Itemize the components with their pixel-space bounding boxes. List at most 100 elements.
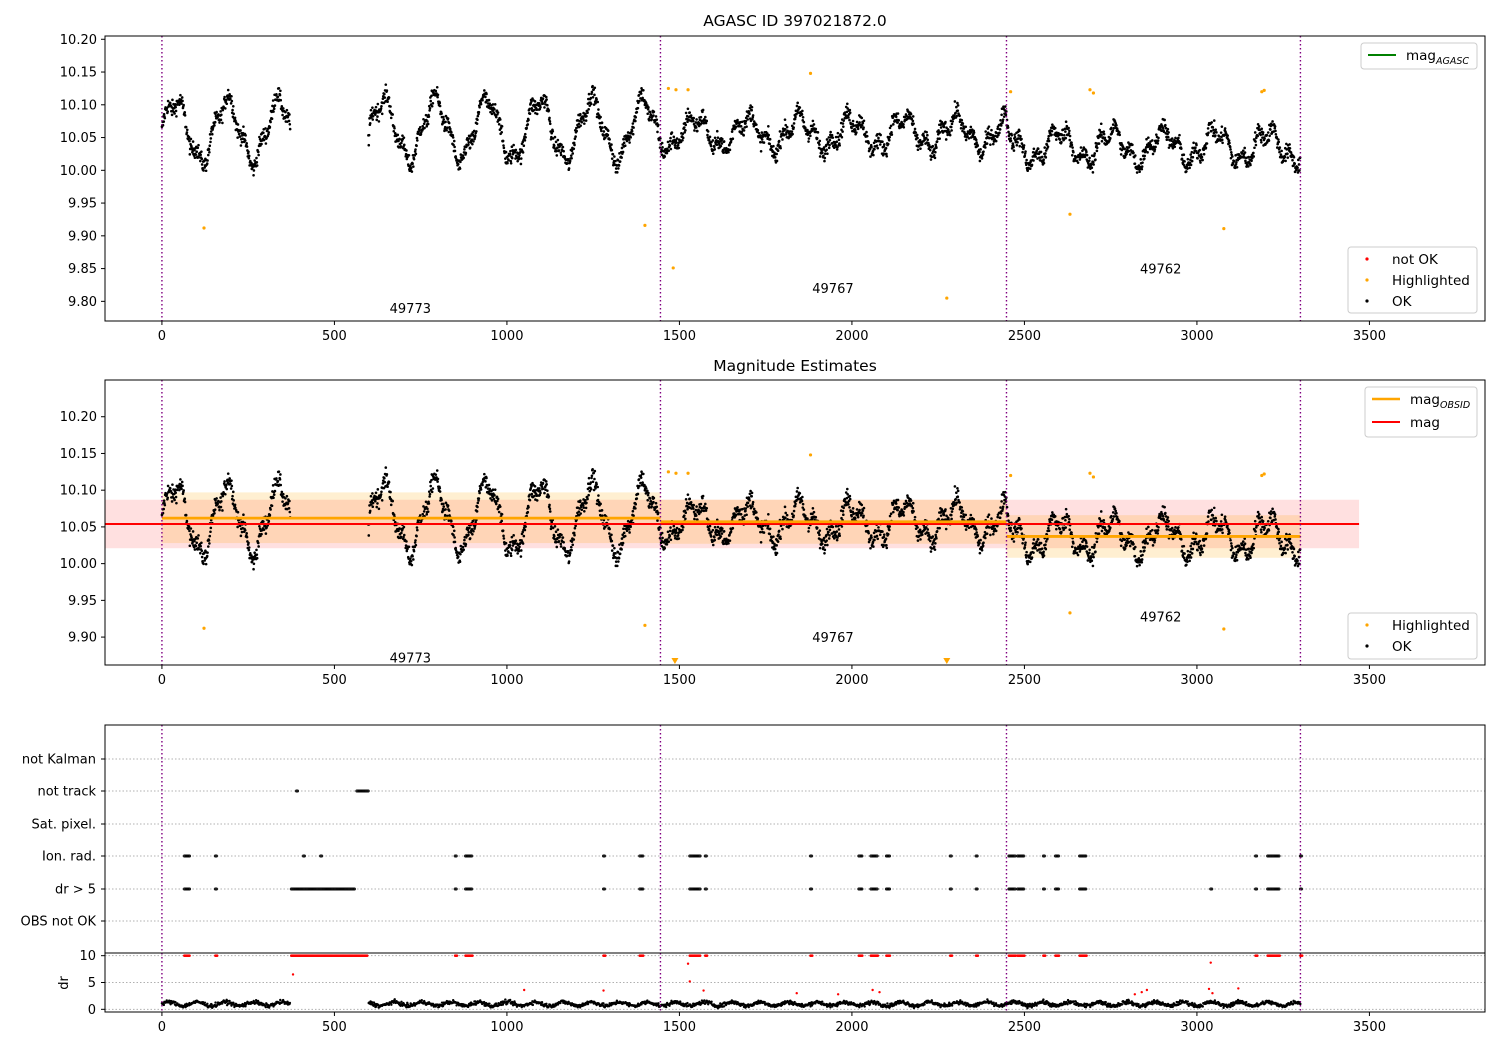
ok-point [220, 113, 223, 117]
ok-point [773, 156, 777, 159]
ok-point [454, 155, 458, 158]
ok-point [416, 528, 419, 532]
ok-point [661, 536, 664, 540]
ok-point [252, 562, 256, 566]
ok-point [801, 495, 804, 499]
ok-point [729, 530, 733, 533]
ok-point [602, 130, 606, 133]
ok-point [742, 129, 746, 132]
ok-point [278, 478, 282, 481]
ok-point [1091, 160, 1095, 164]
ok-point [417, 519, 421, 522]
ok-point [509, 552, 513, 555]
ok-point [188, 153, 192, 156]
ok-point [604, 136, 607, 139]
ok-point [751, 114, 755, 117]
ok-point [279, 483, 283, 487]
ok-point [197, 156, 201, 159]
ok-point [375, 118, 379, 122]
ok-point [523, 132, 527, 136]
ok-point [252, 164, 256, 168]
ok-point [889, 124, 893, 128]
ok-point [443, 125, 447, 129]
ok-point [681, 132, 685, 136]
ok-point [776, 149, 780, 153]
ok-point [617, 560, 620, 563]
ok-point [461, 154, 465, 157]
ok-point [681, 528, 684, 532]
ok-point [811, 119, 815, 123]
ok-point [1229, 150, 1233, 154]
ok-point [516, 159, 519, 163]
ok-point [528, 498, 532, 502]
ok-point [1235, 165, 1239, 169]
ok-point [562, 540, 565, 544]
ok-point [1154, 145, 1157, 149]
ok-point [238, 135, 242, 138]
ok-point [826, 543, 829, 547]
ok-point [547, 109, 551, 112]
ok-point [842, 119, 845, 122]
ok-point [919, 538, 922, 541]
ok-point [367, 143, 371, 147]
ok-point [484, 95, 487, 99]
ok-point [168, 486, 172, 490]
ok-point [647, 491, 650, 495]
ok-point [245, 532, 248, 535]
ok-point [826, 152, 829, 156]
ok-point [665, 543, 669, 546]
ok-point [522, 144, 526, 148]
ok-point [417, 130, 421, 134]
ok-point [954, 111, 957, 115]
ok-point [442, 505, 446, 508]
ok-point [768, 142, 772, 146]
ok-point [912, 122, 915, 125]
ok-point [684, 129, 687, 132]
ok-point [867, 141, 870, 145]
ok-point [708, 135, 712, 139]
y-tick-label: 10.15 [60, 66, 97, 81]
ok-point [166, 99, 170, 103]
ok-point [468, 146, 472, 150]
ok-point [485, 476, 488, 480]
ok-point [389, 105, 392, 108]
ok-point [748, 499, 751, 502]
ok-point [185, 519, 189, 523]
ok-point [230, 484, 234, 488]
ok-point [955, 491, 958, 495]
ok-point [951, 120, 955, 123]
x-tick-label: 2500 [1008, 329, 1041, 344]
ok-point [467, 140, 471, 144]
ok-point [946, 133, 949, 137]
ok-point [956, 109, 960, 112]
ok-point [1202, 152, 1206, 156]
ok-point [584, 112, 587, 116]
ok-point [756, 128, 760, 132]
ok-point [571, 543, 575, 547]
ok-point [171, 98, 174, 102]
ok-point [881, 530, 884, 533]
ok-point [822, 146, 826, 149]
ok-point [256, 541, 260, 545]
ok-point [548, 122, 552, 126]
ok-point [582, 119, 586, 122]
ok-point [585, 501, 588, 505]
ok-point [842, 506, 845, 510]
ok-point [802, 508, 806, 511]
ok-point [1218, 135, 1221, 138]
ok-point [548, 116, 551, 120]
ok-point [700, 121, 703, 125]
ok-point [488, 104, 491, 108]
ok-point [944, 138, 948, 141]
ok-point [885, 152, 888, 156]
ok-point [456, 555, 460, 558]
ok-point [258, 524, 261, 528]
ok-point [648, 110, 652, 114]
ok-point [233, 503, 237, 507]
ok-point [962, 127, 966, 130]
ok-point [405, 157, 409, 161]
ok-point [240, 530, 244, 534]
ok-point [855, 120, 859, 124]
ok-point [223, 95, 226, 99]
ok-point [1155, 133, 1158, 136]
